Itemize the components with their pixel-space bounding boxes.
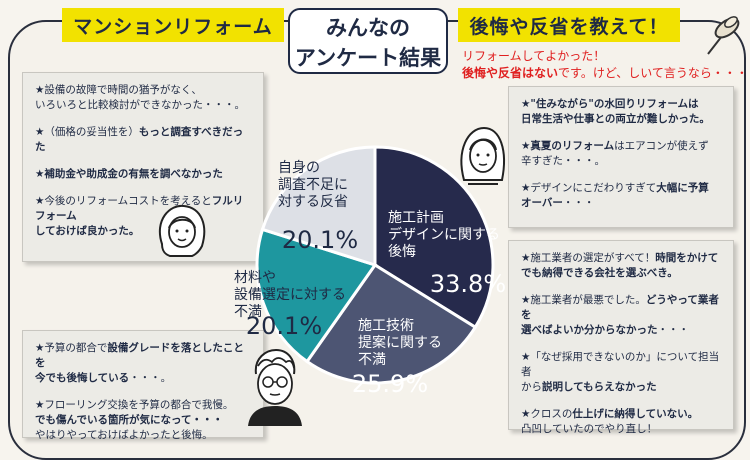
comment-item: ★デザインにこだわりすぎて大幅に予算 オーバー・・・ <box>521 181 721 211</box>
slice-label: 後悔 <box>388 244 416 260</box>
slice-label: 調査不足に <box>278 177 348 193</box>
header-question-label: 後悔や反省を教えて！ <box>458 8 680 42</box>
comment-text: ★ <box>35 168 45 180</box>
subtitle-line1: リフォームしてよかった！ <box>462 49 606 63</box>
slice-label: 設備選定に対する <box>234 287 346 303</box>
slice-label: 対する反省 <box>278 194 348 210</box>
comment-text: ★施工業者が最悪でした。 <box>521 294 646 306</box>
comment-item: ★（価格の妥当性を）もっと調査すべきだった <box>35 125 251 155</box>
comment-item: ★フローリング交換を予算の都合で我慢。 でも傷んでいる箇所が気になって・・・ や… <box>35 398 251 443</box>
comment-item: ★"住みながら"の水回りリフォームは 日常生活や仕事との両立が難しかった。 <box>521 97 721 127</box>
comment-item: ★今後のリフォームコストを考えるとフルリフォーム しておけば良かった。 <box>35 194 251 239</box>
pie-slice <box>304 262 478 385</box>
comment-text: ★ <box>521 140 531 152</box>
comment-text-bold: どうやって業者を 選べばよいか分からなかった <box>521 294 719 336</box>
pushpin-icon <box>707 16 740 55</box>
header-topic-label: マンションリフォーム <box>62 8 284 42</box>
slice-label: 材料や <box>234 270 276 286</box>
comment-card-bottom-left: ★予算の都合で設備グレードを落としたことを 今でも後悔している・・・。 ★フローリ… <box>22 330 264 441</box>
comment-text-bold: 補助金や助成金の有無を調べなかった <box>44 168 223 180</box>
comment-text-bold: 時間をかけて でも納得できる会社を選ぶべき。 <box>521 252 719 279</box>
comment-text: 凸凹していたのでやり直し！ <box>521 423 658 435</box>
comment-text: ★施工業者の選定がすべて！ <box>521 252 656 264</box>
slice-label: 施工技術 <box>358 318 414 334</box>
comment-item: ★クロスの仕上げに納得していない。 凸凹していたのでやり直し！ <box>521 407 721 437</box>
slice-value-label: 33.8% <box>430 270 506 298</box>
comment-text: ・・・ <box>657 324 690 336</box>
comment-text-bold: 真夏のリフォーム <box>530 140 615 152</box>
comment-text-bold: でも傷んでいる箇所が気になって・・・ <box>35 414 223 426</box>
comment-text-bold: フルリフォーム しておけば良かった。 <box>35 195 244 237</box>
slice-label: 施工計画 <box>388 210 444 226</box>
comment-item: ★施工業者が最悪でした。どうやって業者を 選べばよいか分からなかった・・・ <box>521 293 721 338</box>
avatar-woman-right <box>460 126 505 185</box>
comment-text-bold: "住みながら"の水回りリフォームは 日常生活や仕事との両立が難しかった。 <box>521 98 710 125</box>
page-title: みんなの アンケート結果 <box>288 8 448 74</box>
subtitle-line2-rest: です。けど、しいて言うなら・・・ <box>558 66 748 80</box>
comment-item: ★設備の故障で時間の猶予がなく、 いろいろと比較検討ができなかった・・・。 <box>35 83 251 113</box>
slice-label: 提案に関する <box>358 334 442 351</box>
avatar-man-glasses <box>248 348 302 426</box>
comment-text: ★「なぜ採用できないのか」について担当者 から <box>521 351 720 393</box>
pie-slice <box>260 145 377 268</box>
comment-item: ★補助金や助成金の有無を調べなかった <box>35 167 251 182</box>
slice-value-label: 20.1% <box>246 312 322 340</box>
comment-text-bold: 設備グレードを落としたことを 今でも後悔している <box>35 342 244 384</box>
slice-value-label: 20.1% <box>282 226 358 254</box>
comment-text: ★今後のリフォームコストを考えると <box>35 195 212 207</box>
comment-text: ★予算の都合で <box>35 342 108 354</box>
slice-label: 不満 <box>358 352 386 368</box>
comment-item: ★施工業者の選定がすべて！時間をかけて でも納得できる会社を選ぶべき。 <box>521 251 721 281</box>
comment-text-bold: もっと調査すべきだった <box>35 126 244 153</box>
slice-label: 不満 <box>234 304 262 320</box>
comment-card-top-left: ★設備の故障で時間の猶予がなく、 いろいろと比較検討ができなかった・・・。 ★（価… <box>22 72 264 262</box>
survey-subtitle: リフォームしてよかった！ 後悔や反省はないです。けど、しいて言うなら・・・ <box>462 48 748 82</box>
comment-text: ★ <box>521 98 531 110</box>
pie-slice <box>255 227 378 364</box>
comment-text: ★フローリング交換を予算の都合で我慢。 <box>35 399 234 411</box>
comment-text-bold: 大幅に予算 オーバー <box>521 182 709 209</box>
slice-label: デザインに関する <box>388 226 500 243</box>
subtitle-line2: 後悔や反省はないです。けど、しいて言うなら・・・ <box>462 65 748 82</box>
comment-text: ★設備の故障で時間の猶予がなく、 いろいろと比較検討ができなかった・・・。 <box>35 84 245 111</box>
page-title-line2: アンケート結果 <box>294 46 442 70</box>
comment-text: ★（価格の妥当性を） <box>35 126 139 138</box>
comment-text: ・・・。 <box>129 372 172 384</box>
comment-text: はエアコンが使えず 辛すぎた・・・。 <box>521 140 709 167</box>
comment-item: ★「なぜ採用できないのか」について担当者 から説明してもらえなかった <box>521 350 721 395</box>
comment-card-bottom-right: ★施工業者の選定がすべて！時間をかけて でも納得できる会社を選ぶべき。 ★施工業者… <box>508 240 734 435</box>
page-title-line1: みんなの <box>326 16 410 40</box>
comment-item: ★真夏のリフォームはエアコンが使えず 辛すぎた・・・。 <box>521 139 721 169</box>
comment-text: ・・・ <box>562 197 595 209</box>
slice-label: 自身の <box>278 160 320 176</box>
comment-text-bold: 説明してもらえなかった <box>542 381 657 393</box>
comment-text-bold: 仕上げに納得していない。 <box>572 408 699 420</box>
comment-card-top-right: ★"住みながら"の水回りリフォームは 日常生活や仕事との両立が難しかった。 ★真夏… <box>508 86 734 228</box>
comment-text: ★クロスの <box>521 408 573 420</box>
subtitle-line2-bold: 後悔や反省はない <box>462 66 559 80</box>
comment-item: ★予算の都合で設備グレードを落としたことを 今でも後悔している・・・。 <box>35 341 251 386</box>
comment-text: ★デザインにこだわりすぎて <box>521 182 657 194</box>
slice-value-label: 25.9% <box>352 370 428 398</box>
avatar-woman-left <box>159 204 206 257</box>
comment-text: やはりやっておけばよかったと後悔。 <box>35 429 213 441</box>
